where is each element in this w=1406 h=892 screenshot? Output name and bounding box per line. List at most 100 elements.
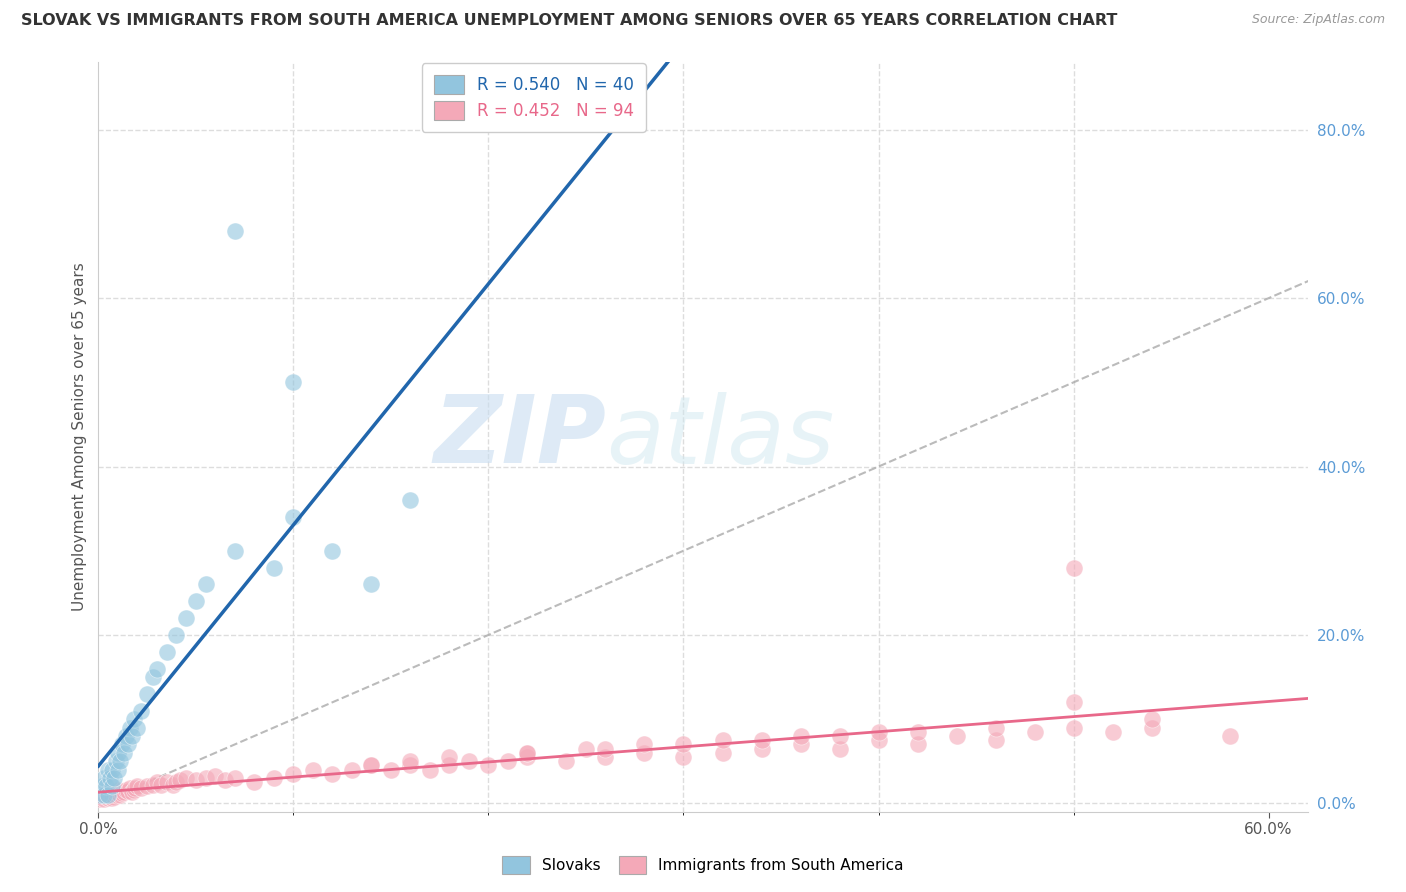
Point: [124, 781, 146, 796]
Point: [93, 788, 115, 802]
Point: [789, 729, 811, 743]
Point: [98, 771, 121, 785]
Point: [789, 737, 811, 751]
Point: [96, 780, 118, 794]
Point: [101, 780, 124, 794]
Point: [97, 791, 120, 805]
Point: [146, 662, 169, 676]
Text: atlas: atlas: [606, 392, 835, 483]
Point: [283, 510, 305, 524]
Point: [224, 543, 246, 558]
Point: [516, 746, 538, 760]
Point: [122, 712, 145, 726]
Point: [214, 772, 236, 787]
Point: [751, 733, 773, 747]
Point: [104, 754, 127, 768]
Point: [101, 791, 124, 805]
Point: [174, 611, 197, 625]
Point: [91, 789, 114, 804]
Point: [103, 786, 125, 800]
Point: [107, 786, 129, 800]
Legend: R = 0.540   N = 40, R = 0.452   N = 94: R = 0.540 N = 40, R = 0.452 N = 94: [422, 63, 645, 132]
Point: [516, 746, 538, 760]
Point: [97, 788, 120, 802]
Point: [112, 784, 135, 798]
Point: [93, 792, 115, 806]
Point: [91, 780, 114, 794]
Point: [131, 704, 153, 718]
Point: [711, 746, 734, 760]
Point: [1063, 560, 1085, 574]
Point: [156, 775, 179, 789]
Point: [156, 645, 179, 659]
Point: [263, 771, 285, 785]
Point: [108, 754, 131, 768]
Point: [224, 771, 246, 785]
Point: [146, 775, 169, 789]
Point: [98, 789, 121, 804]
Point: [439, 758, 461, 772]
Point: [380, 763, 402, 777]
Point: [321, 543, 343, 558]
Point: [633, 737, 655, 751]
Point: [224, 224, 246, 238]
Point: [142, 670, 165, 684]
Point: [595, 741, 617, 756]
Point: [136, 687, 159, 701]
Point: [340, 763, 363, 777]
Point: [174, 771, 197, 785]
Point: [93, 788, 115, 802]
Point: [165, 628, 187, 642]
Point: [1063, 695, 1085, 709]
Point: [184, 594, 207, 608]
Point: [107, 746, 129, 760]
Point: [751, 741, 773, 756]
Point: [103, 789, 125, 804]
Point: [121, 784, 143, 798]
Point: [117, 737, 139, 751]
Point: [828, 729, 851, 743]
Point: [1140, 712, 1163, 726]
Point: [458, 754, 481, 768]
Point: [107, 763, 129, 777]
Point: [283, 376, 305, 390]
Point: [98, 786, 121, 800]
Point: [302, 763, 325, 777]
Point: [101, 788, 124, 802]
Point: [136, 780, 159, 794]
Y-axis label: Unemployment Among Seniors over 65 years: Unemployment Among Seniors over 65 years: [72, 263, 87, 611]
Point: [321, 767, 343, 781]
Text: SLOVAK VS IMMIGRANTS FROM SOUTH AMERICA UNEMPLOYMENT AMONG SENIORS OVER 65 YEARS: SLOVAK VS IMMIGRANTS FROM SOUTH AMERICA …: [21, 13, 1118, 29]
Point: [1140, 721, 1163, 735]
Point: [555, 754, 578, 768]
Point: [516, 750, 538, 764]
Point: [142, 778, 165, 792]
Point: [907, 737, 929, 751]
Point: [93, 771, 115, 785]
Point: [165, 775, 187, 789]
Point: [263, 560, 285, 574]
Point: [127, 721, 149, 735]
Point: [108, 788, 131, 802]
Point: [828, 741, 851, 756]
Point: [419, 763, 441, 777]
Point: [114, 729, 136, 743]
Point: [984, 733, 1007, 747]
Point: [96, 786, 118, 800]
Point: [89, 792, 111, 806]
Point: [89, 788, 111, 802]
Point: [194, 771, 217, 785]
Point: [194, 577, 217, 591]
Point: [118, 721, 141, 735]
Point: [283, 767, 305, 781]
Point: [633, 746, 655, 760]
Point: [111, 737, 134, 751]
Point: [945, 729, 967, 743]
Point: [868, 733, 890, 747]
Point: [103, 771, 125, 785]
Point: [439, 750, 461, 764]
Point: [1101, 724, 1123, 739]
Point: [477, 758, 499, 772]
Point: [131, 781, 153, 796]
Point: [243, 775, 266, 789]
